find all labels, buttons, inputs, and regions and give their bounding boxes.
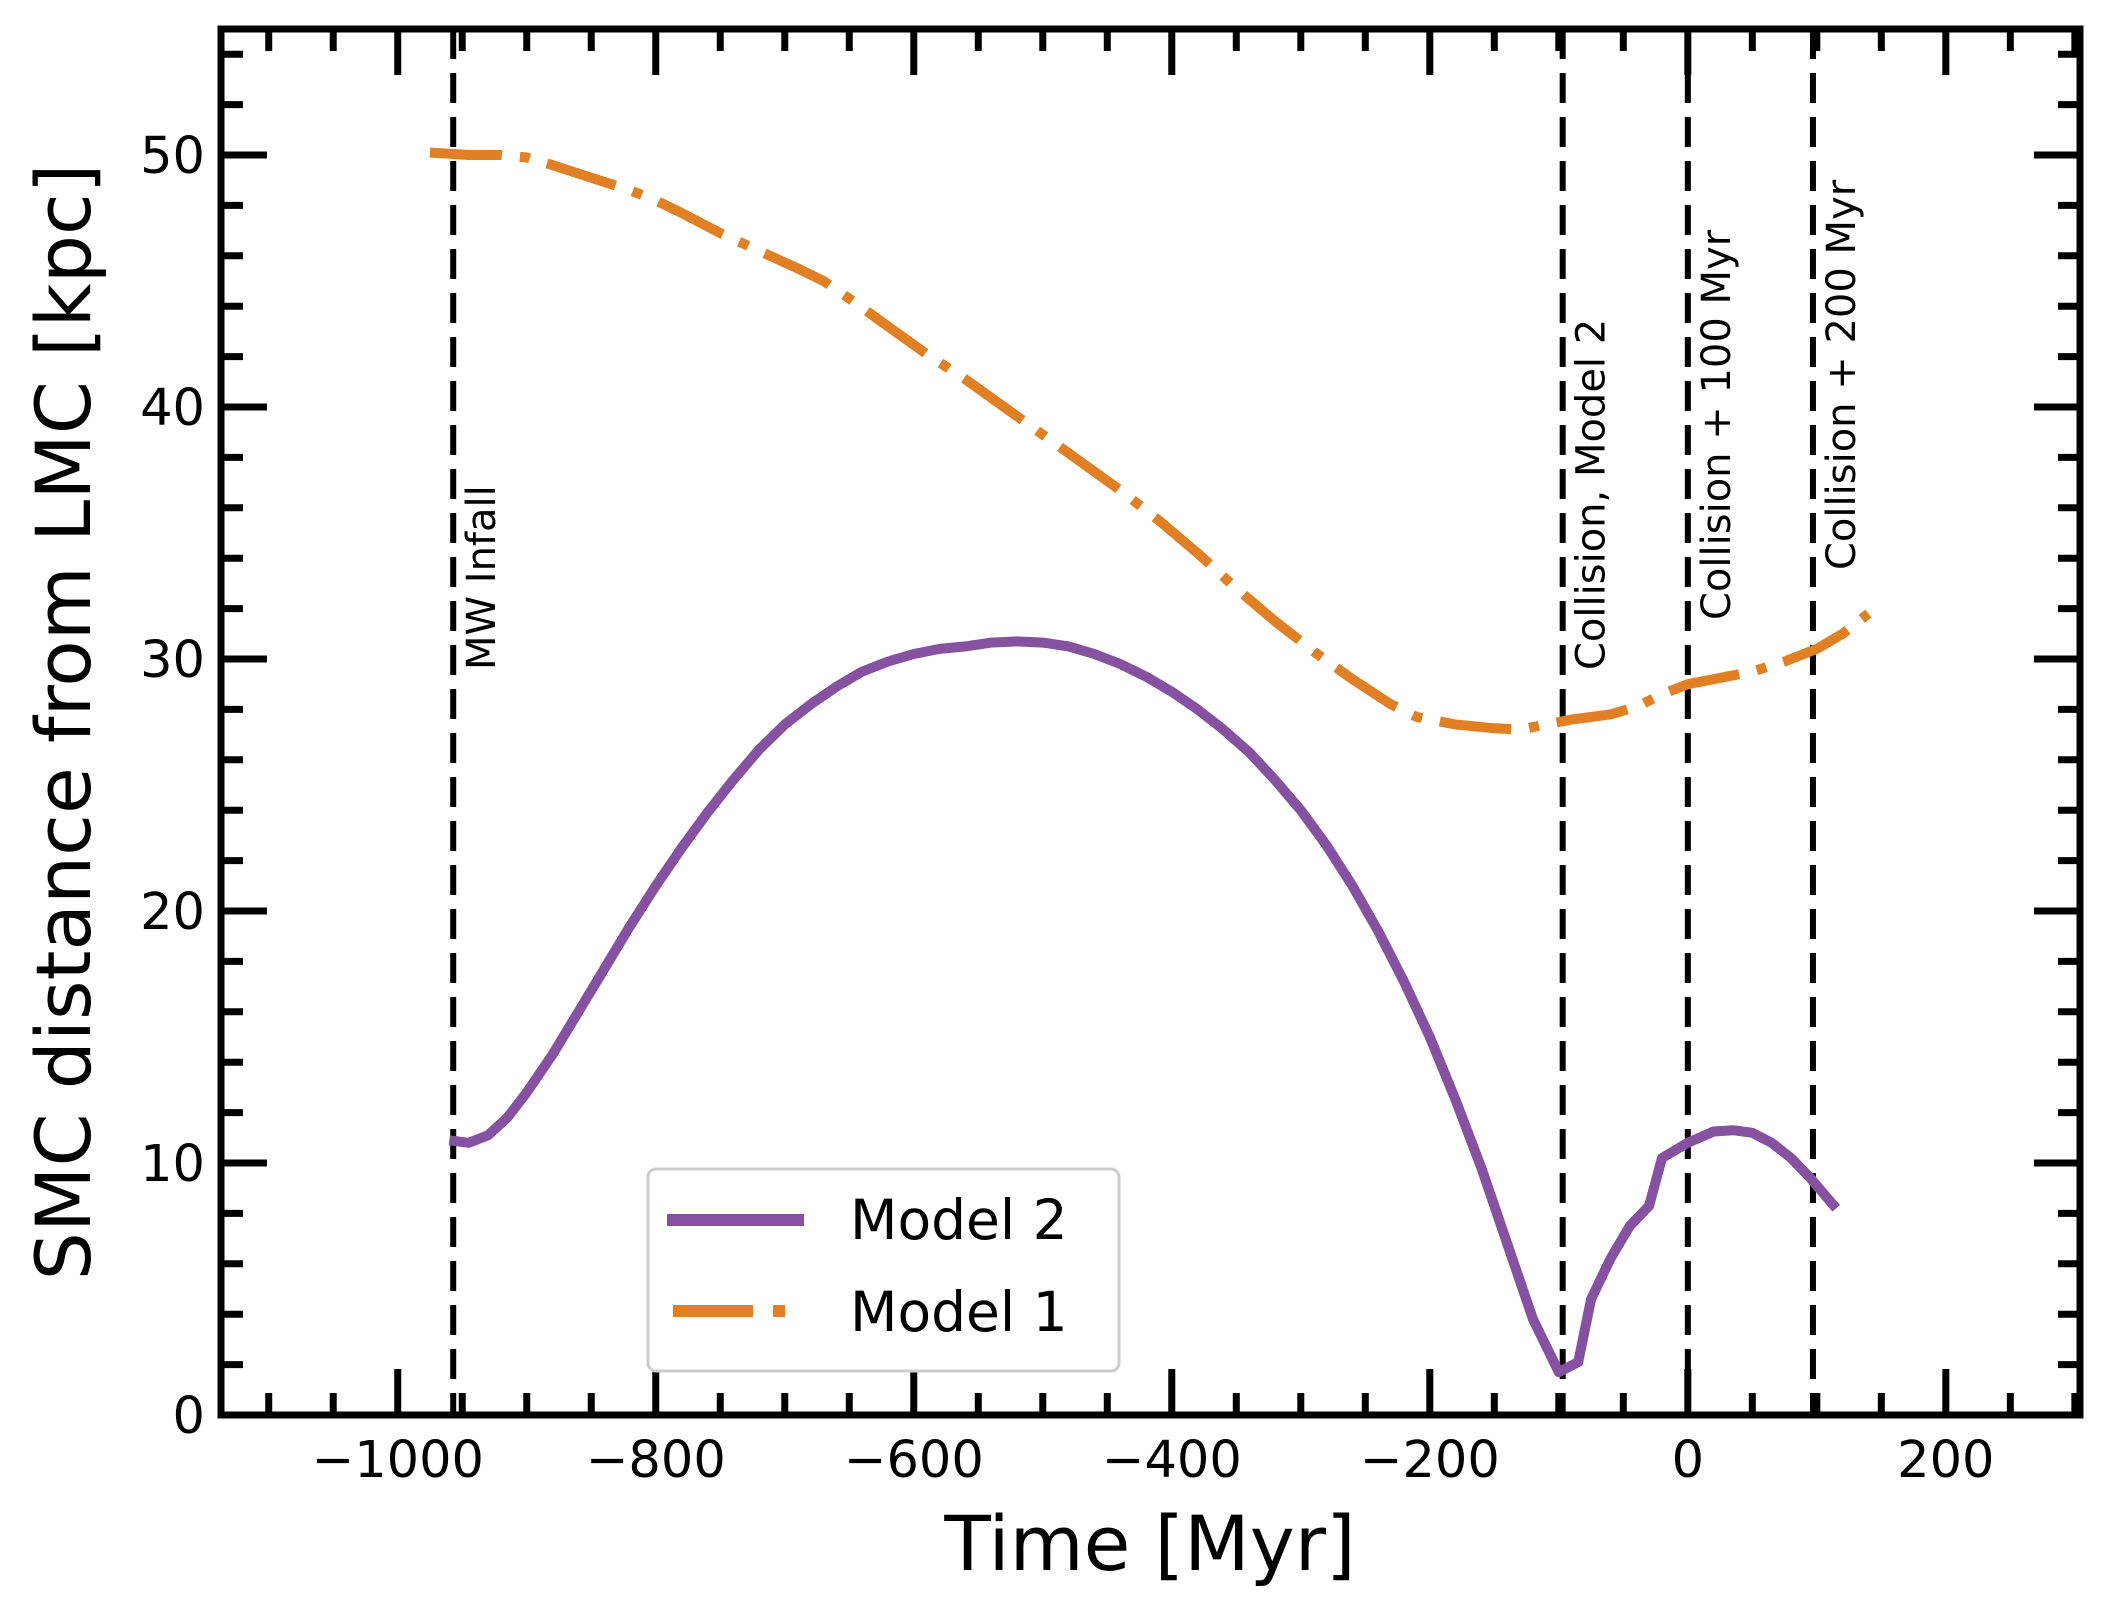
vertical-line-label: Collision + 200 Myr [1819, 179, 1865, 570]
x-tick-labels: −1000 −800 −600 −400 −200 0 200 [311, 1431, 1994, 1490]
vertical-line-label: MW Infall [459, 485, 505, 670]
y-tick-label: 10 [140, 1135, 205, 1194]
x-tick-label: −600 [844, 1431, 984, 1490]
vertical-line-label: Collision + 100 Myr [1694, 229, 1740, 620]
legend-label-model-1: Model 1 [850, 1280, 1068, 1344]
plot-frame [217, 25, 2084, 1419]
minor-ticks [221, 29, 2080, 1415]
major-ticks [221, 29, 2080, 1419]
series-line-model-1 [429, 147, 1872, 735]
y-tick-label: 50 [140, 127, 205, 186]
y-tick-label: 0 [173, 1387, 205, 1446]
y-tick-labels: 0 10 20 30 40 50 [140, 127, 205, 1446]
legend: Model 2 Model 1 [646, 1167, 1121, 1373]
x-tick-label: −800 [586, 1431, 726, 1490]
x-tick-label: −400 [1102, 1431, 1242, 1490]
vertical-line-label: Collision, Model 2 [1569, 319, 1615, 670]
vertical-reference-lines: MW Infall Collision, Model 2 Collision + 1… [450, 29, 1865, 1415]
x-axis-label: Time [Myr] [943, 1499, 1355, 1588]
x-tick-label: −1000 [311, 1431, 484, 1490]
x-tick-label: 200 [1897, 1431, 1994, 1490]
x-tick-label: 0 [1672, 1431, 1704, 1490]
legend-label-model-2: Model 2 [850, 1188, 1068, 1252]
y-tick-label: 30 [140, 631, 205, 690]
y-tick-label: 40 [140, 379, 205, 438]
series-line-model-2 [448, 636, 1841, 1378]
y-tick-label: 20 [140, 883, 205, 942]
y-axis-label: SMC distance from LMC [kpc] [19, 164, 108, 1281]
x-tick-label: −200 [1360, 1431, 1500, 1490]
series-lines [429, 147, 1872, 1378]
